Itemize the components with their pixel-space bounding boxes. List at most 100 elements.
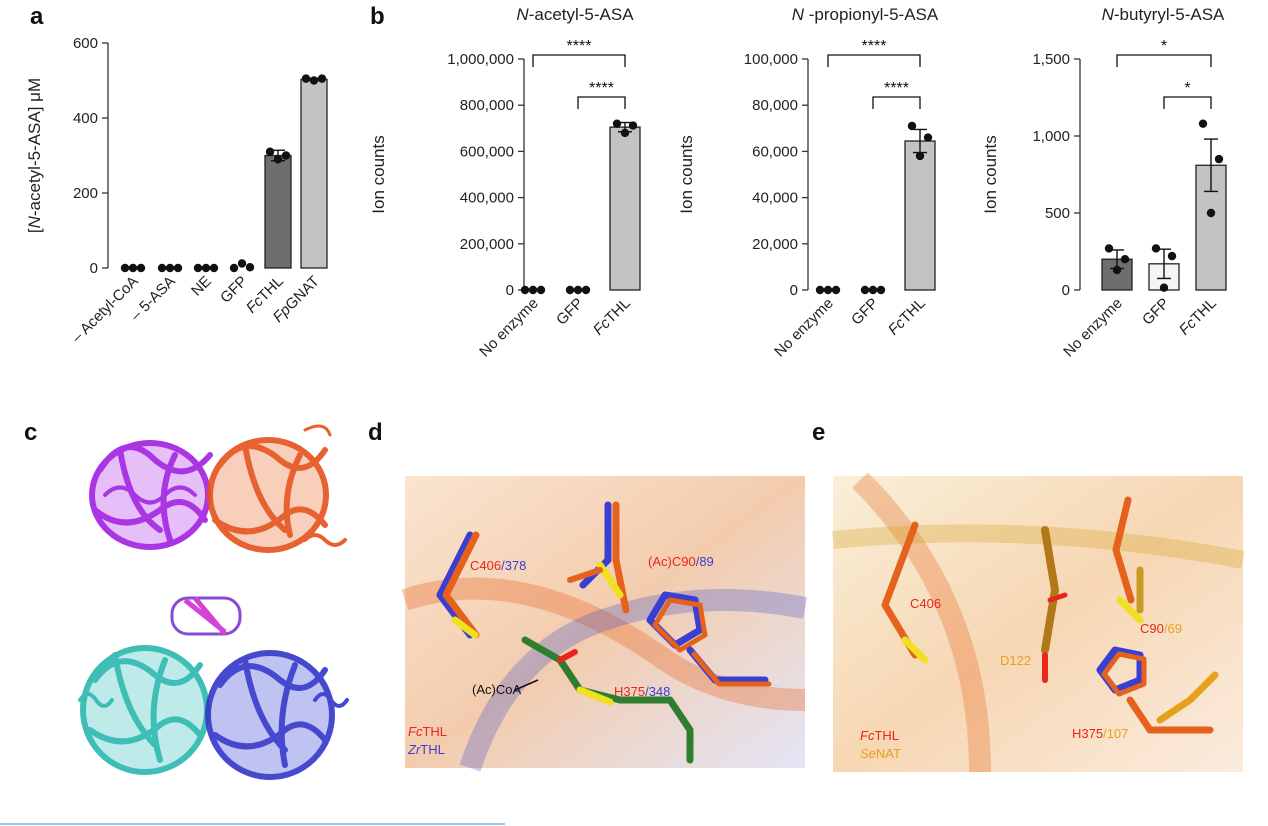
panel-letter-c: c: [24, 419, 37, 446]
data-point: [273, 155, 283, 164]
category-label: FcTHL: [885, 295, 929, 339]
data-point: [565, 285, 575, 295]
category-label: No enzyme: [476, 295, 542, 361]
residue-label-c90: (Ac)C90/89: [648, 554, 714, 569]
data-point: [868, 285, 878, 295]
data-point: [193, 263, 203, 273]
title-italic: N: [516, 5, 529, 24]
data-point: [573, 285, 583, 295]
y-axis-label: Ion counts: [981, 135, 1000, 213]
bar: [609, 126, 641, 291]
data-point: [265, 147, 275, 156]
data-point: [823, 285, 833, 295]
category-label: GFP: [553, 295, 587, 329]
data-point: [245, 263, 255, 272]
y-tick-label: 20,000: [752, 236, 798, 253]
category-label: FcTHL: [590, 295, 634, 339]
data-point: [915, 151, 925, 161]
y-label-part: [: [25, 228, 44, 233]
y-tick-label: 400: [73, 110, 98, 127]
active-site-image-e: C406 D122 C90/69 H375/107 FcTHL SeNAT: [832, 472, 1245, 773]
residue-label-h375: H375/348: [614, 684, 670, 699]
subunit-orange: [207, 424, 347, 553]
y-axis-label: [N-acetyl-5-ASA] μM: [25, 78, 44, 233]
significance-bracket: [1116, 54, 1212, 67]
significance-label: ****: [567, 38, 592, 55]
panel-letter-a: a: [30, 3, 44, 30]
data-point: [1104, 244, 1114, 253]
data-point: [1112, 265, 1122, 275]
data-point: [581, 285, 591, 295]
linker-region: [170, 596, 242, 636]
title-rest: -propionyl-5-ASA: [804, 5, 939, 24]
title-italic: N: [792, 5, 805, 24]
subunit-purple: [89, 440, 213, 550]
category-label: GFP: [1139, 295, 1173, 329]
chart-title: N-acetyl-5-ASA: [516, 5, 634, 24]
data-point: [1167, 251, 1177, 261]
data-point: [1151, 244, 1161, 253]
significance-label: *: [1161, 38, 1167, 55]
y-tick-label: 60,000: [752, 143, 798, 160]
y-tick-label: 0: [90, 260, 98, 277]
data-point: [620, 128, 630, 138]
data-point: [1214, 154, 1224, 164]
category-label: NE: [188, 273, 215, 300]
data-point: [520, 285, 530, 295]
significance-bracket: [532, 54, 626, 67]
data-point: [1198, 119, 1208, 128]
residue-label-e-h375: H375/107: [1072, 726, 1128, 741]
category-label: No enzyme: [771, 295, 837, 361]
data-point: [1120, 255, 1130, 264]
active-site-image-d: C406/378 (Ac)C90/89 H375/348 (Ac)CoA FcT…: [401, 476, 808, 772]
bar: [1101, 258, 1133, 291]
significance-label: ****: [884, 80, 909, 97]
data-point: [923, 133, 933, 142]
data-point: [281, 151, 291, 160]
data-point: [157, 263, 167, 273]
significance-bracket: [827, 54, 921, 67]
y-tick-label: 800,000: [460, 97, 514, 114]
data-point: [528, 285, 538, 295]
legend-zrthl-d: ZrTHL: [407, 742, 445, 757]
data-point: [1159, 283, 1169, 292]
legend-fcthl-e: FcTHL: [860, 728, 899, 743]
category-label: No enzyme: [1060, 295, 1126, 361]
significance-label: ****: [589, 80, 614, 97]
y-tick-label: 100,000: [744, 51, 798, 68]
category-label: FcTHL: [1176, 295, 1220, 339]
title-rest: -butyryl-5-ASA: [1114, 5, 1225, 24]
data-point: [173, 263, 183, 273]
y-label-part: -acetyl-5-ASA] μM: [25, 78, 44, 216]
chart-title: N-butyryl-5-ASA: [1102, 5, 1225, 24]
y-tick-label: 1,500: [1032, 51, 1070, 68]
data-point: [628, 121, 638, 130]
category-rest: GNAT: [282, 273, 323, 314]
y-tick-label: 1,000: [1032, 128, 1070, 145]
data-point: [201, 263, 211, 273]
data-point: [128, 263, 138, 273]
data-point: [317, 74, 327, 83]
data-point: [1206, 208, 1216, 218]
data-point: [309, 76, 319, 85]
significance-bracket: [1163, 96, 1212, 109]
y-tick-label: 200,000: [460, 236, 514, 253]
significance-label: *: [1184, 80, 1190, 97]
y-tick-label: 40,000: [752, 190, 798, 207]
data-point: [907, 121, 917, 131]
significance-label: ****: [862, 38, 887, 55]
y-tick-label: 1,000,000: [447, 51, 514, 68]
category-label: GFP: [848, 295, 882, 329]
data-point: [237, 259, 247, 268]
y-axis-label: Ion counts: [677, 135, 696, 213]
y-tick-label: 600,000: [460, 143, 514, 160]
bar: [264, 154, 292, 269]
y-tick-label: 600: [73, 35, 98, 52]
chart-title: N -propionyl-5-ASA: [792, 5, 939, 24]
chart-panel-b-acetyl: 0 200,000 400,000 600,000 800,000 1,000,000 Io…: [369, 5, 641, 361]
y-tick-label: 400,000: [460, 190, 514, 207]
subunit-cyan: [78, 645, 210, 775]
data-point: [229, 263, 239, 273]
